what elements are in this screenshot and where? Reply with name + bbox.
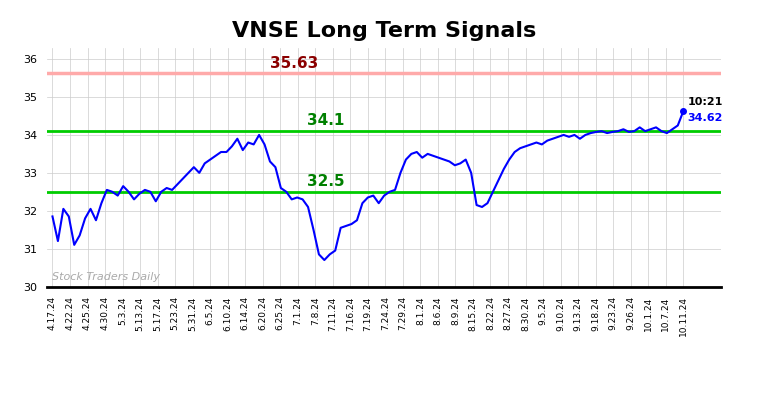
Text: 35.63: 35.63 — [270, 55, 318, 70]
Text: 32.5: 32.5 — [307, 174, 345, 189]
Text: 34.1: 34.1 — [307, 113, 345, 129]
Text: 34.62: 34.62 — [688, 113, 723, 123]
Title: VNSE Long Term Signals: VNSE Long Term Signals — [232, 21, 536, 41]
Text: 10:21: 10:21 — [688, 97, 723, 107]
Text: Stock Traders Daily: Stock Traders Daily — [53, 272, 161, 282]
